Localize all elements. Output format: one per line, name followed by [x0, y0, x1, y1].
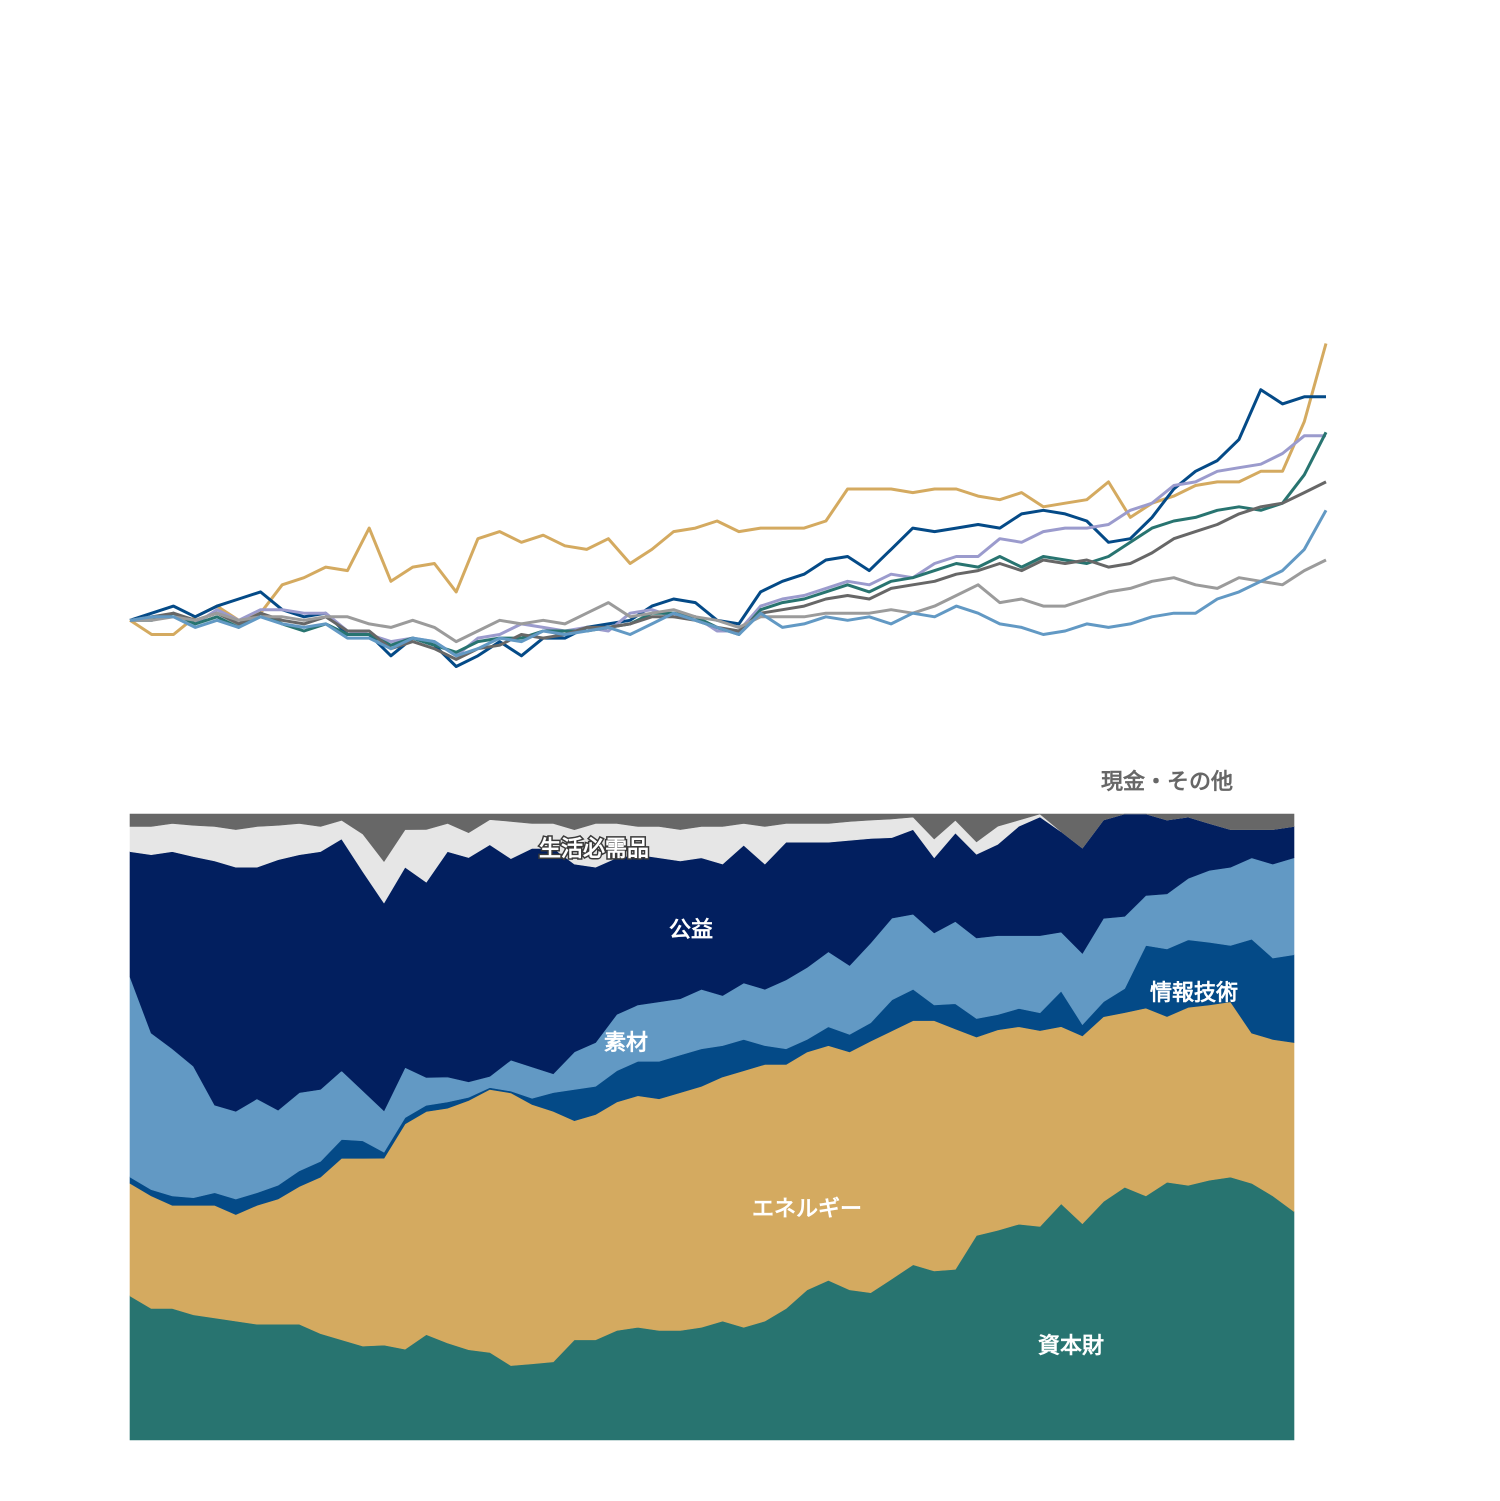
label-cash-other: 現金・その他 — [1101, 769, 1233, 795]
label-capital-goods: 資本財 — [1038, 1333, 1104, 1359]
area-cash-other — [129, 813, 1295, 863]
line-series-7 — [129, 509, 1328, 658]
line-series-1 — [129, 343, 1328, 636]
line-chart — [129, 343, 1328, 668]
label-energy: エネルギー — [752, 1197, 862, 1222]
area-labels: 現金・その他 生活必需品 公益 素材 情報技術 エネルギー 資本財 — [537, 769, 1238, 1359]
label-consumer-staples: 生活必需品 — [539, 836, 649, 862]
label-information-technology: 情報技術 — [1150, 980, 1238, 1006]
stacked-area-chart: 現金・その他 生活必需品 公益 素材 情報技術 エネルギー 資本財 — [129, 769, 1295, 1441]
label-utilities: 公益 — [669, 917, 713, 943]
label-materials: 素材 — [604, 1030, 648, 1056]
line-series-6 — [130, 558, 1327, 644]
line-series-5 — [129, 480, 1327, 661]
area-layers — [129, 813, 1295, 1441]
